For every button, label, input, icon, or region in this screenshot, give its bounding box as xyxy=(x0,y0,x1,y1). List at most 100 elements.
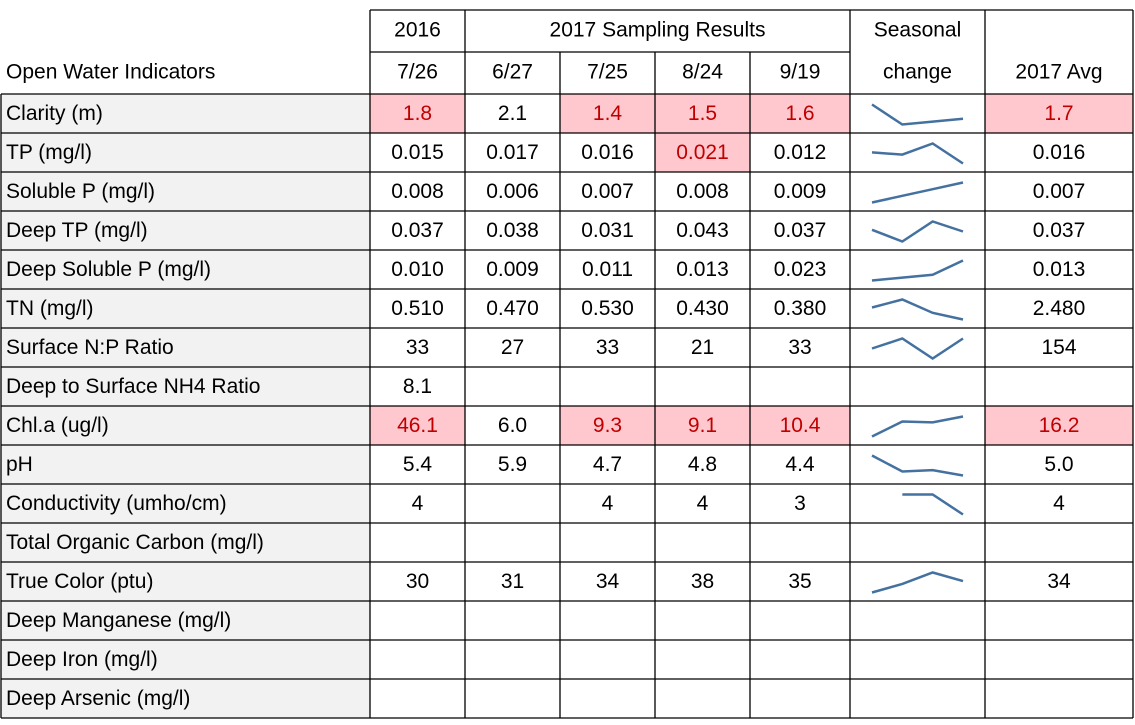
highlight-bg xyxy=(750,406,850,445)
value-cell: 1.5 xyxy=(688,102,717,125)
value-cell: 154 xyxy=(1041,336,1076,359)
label-cell-bg xyxy=(1,94,370,133)
value-cell: 0.015 xyxy=(391,141,444,164)
value-cell: 0.037 xyxy=(1033,219,1086,242)
value-cell: 0.031 xyxy=(581,219,634,242)
sparkline xyxy=(902,493,964,516)
value-cell: 0.006 xyxy=(486,180,539,203)
row-label: Clarity (m) xyxy=(6,102,103,125)
value-cell: 0.017 xyxy=(486,141,539,164)
value-cell: 8.1 xyxy=(403,375,432,398)
value-cell: 0.016 xyxy=(581,141,634,164)
sparkline xyxy=(871,259,964,282)
value-cell: 34 xyxy=(596,570,620,593)
value-cell: 0.037 xyxy=(391,219,444,242)
header-cell: change xyxy=(883,61,952,84)
value-cell: 4 xyxy=(412,492,424,515)
row-label: Chl.a (ug/l) xyxy=(6,414,109,437)
label-cell-bg xyxy=(1,523,370,562)
highlight-bg xyxy=(750,94,850,133)
sparkline xyxy=(871,298,964,321)
value-cell: 16.2 xyxy=(1039,414,1080,437)
sparkline xyxy=(871,142,964,165)
header-cell: 2017 Avg xyxy=(1015,61,1102,84)
value-cell: 0.011 xyxy=(582,258,633,281)
value-cell: 0.038 xyxy=(486,219,539,242)
label-cell-bg xyxy=(1,133,370,172)
value-cell: 2.480 xyxy=(1033,297,1086,320)
value-cell: 0.530 xyxy=(581,297,634,320)
row-label: TP (mg/l) xyxy=(6,141,92,164)
value-cell: 30 xyxy=(406,570,429,593)
value-cell: 46.1 xyxy=(397,414,438,437)
header-cell: Seasonal xyxy=(874,19,962,42)
header-cell: 9/19 xyxy=(780,61,821,84)
value-cell: 34 xyxy=(1047,570,1071,593)
row-label: Deep to Surface NH4 Ratio xyxy=(6,375,260,398)
value-cell: 0.013 xyxy=(1033,258,1086,281)
highlight-bg xyxy=(655,406,750,445)
label-cell-bg xyxy=(1,367,370,406)
value-cell: 35 xyxy=(788,570,811,593)
value-cell: 9.1 xyxy=(688,414,717,437)
value-cell: 0.430 xyxy=(676,297,729,320)
row-label: TN (mg/l) xyxy=(6,297,94,320)
value-cell: 6.0 xyxy=(498,414,527,437)
row-label: Deep Soluble P (mg/l) xyxy=(6,258,211,281)
header-cell: 8/24 xyxy=(682,61,723,84)
label-cell-bg xyxy=(1,601,370,640)
row-label: True Color (ptu) xyxy=(6,570,153,593)
label-cell-bg xyxy=(1,250,370,289)
value-cell: 21 xyxy=(691,336,714,359)
label-cell-bg xyxy=(1,328,370,367)
row-label: Surface N:P Ratio xyxy=(6,336,174,359)
value-cell: 1.4 xyxy=(593,102,623,125)
value-cell: 0.009 xyxy=(774,180,827,203)
label-cell-bg xyxy=(1,640,370,679)
sparkline xyxy=(871,571,964,594)
value-cell: 4 xyxy=(602,492,614,515)
sparkline xyxy=(871,103,964,126)
highlight-bg xyxy=(985,406,1133,445)
row-label: Total Organic Carbon (mg/l) xyxy=(6,531,264,554)
row-label: Deep Manganese (mg/l) xyxy=(6,609,231,632)
value-cell: 0.007 xyxy=(581,180,634,203)
value-cell: 4.7 xyxy=(593,453,622,476)
value-cell: 5.0 xyxy=(1044,453,1073,476)
highlight-bg xyxy=(985,94,1133,133)
value-cell: 0.037 xyxy=(774,219,827,242)
row-label: Conductivity (umho/cm) xyxy=(6,492,227,515)
value-cell: 31 xyxy=(501,570,524,593)
value-cell: 3 xyxy=(794,492,806,515)
value-cell: 0.023 xyxy=(774,258,827,281)
label-cell-bg xyxy=(1,562,370,601)
highlight-bg xyxy=(560,406,655,445)
label-cell-bg xyxy=(1,211,370,250)
value-cell: 0.021 xyxy=(676,141,729,164)
row-label: Soluble P (mg/l) xyxy=(6,180,155,203)
sparkline xyxy=(871,415,964,438)
highlight-bg xyxy=(655,133,750,172)
row-label: Deep TP (mg/l) xyxy=(6,219,148,242)
value-cell: 0.008 xyxy=(391,180,444,203)
header-cell: 7/26 xyxy=(397,61,438,84)
value-cell: 0.007 xyxy=(1033,180,1086,203)
value-cell: 1.7 xyxy=(1044,102,1073,125)
value-cell: 38 xyxy=(691,570,714,593)
value-cell: 33 xyxy=(788,336,811,359)
value-cell: 4 xyxy=(697,492,709,515)
highlight-bg xyxy=(370,406,465,445)
value-cell: 0.470 xyxy=(486,297,539,320)
sparkline xyxy=(871,220,964,243)
value-cell: 0.012 xyxy=(774,141,827,164)
label-cell-bg xyxy=(1,289,370,328)
row-label: Deep Iron (mg/l) xyxy=(6,648,158,671)
value-cell: 0.043 xyxy=(676,219,729,242)
sparkline xyxy=(871,454,964,477)
value-cell: 1.6 xyxy=(785,102,814,125)
label-cell-bg xyxy=(1,484,370,523)
sparkline xyxy=(871,181,964,204)
row-label: pH xyxy=(6,453,33,476)
value-cell: 0.008 xyxy=(676,180,729,203)
